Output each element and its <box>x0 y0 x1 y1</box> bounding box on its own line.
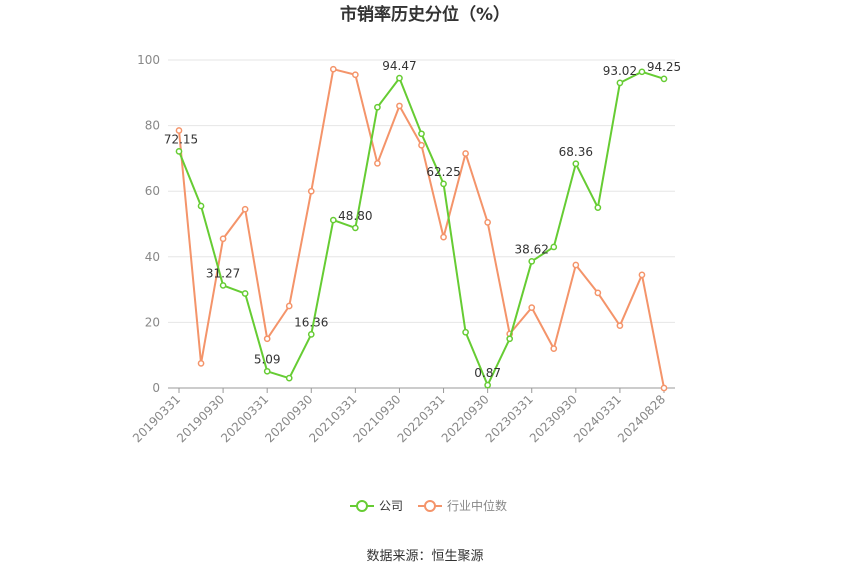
data-label: 5.09 <box>254 352 281 366</box>
data-point[interactable] <box>197 360 205 367</box>
data-point[interactable] <box>616 322 624 330</box>
data-label: 94.47 <box>382 59 416 73</box>
x-axis: 2019033120190930202003312020093020210331… <box>130 387 675 445</box>
data-point[interactable] <box>462 150 469 157</box>
data-point[interactable] <box>484 219 491 226</box>
series-layer <box>175 65 668 392</box>
data-point[interactable] <box>352 71 359 79</box>
data-point[interactable] <box>484 381 491 389</box>
series-line <box>178 70 665 387</box>
data-point[interactable] <box>594 289 602 297</box>
data-point[interactable] <box>506 335 514 343</box>
data-source: 数据来源：恒生聚源 <box>366 549 483 564</box>
data-label: 48.80 <box>338 209 372 223</box>
data-point[interactable] <box>241 290 249 297</box>
data-label: 94.25 <box>647 60 681 74</box>
data-point[interactable] <box>374 159 381 167</box>
data-point[interactable] <box>594 204 602 211</box>
data-label: 93.02 <box>603 64 637 78</box>
data-point[interactable] <box>572 261 580 269</box>
data-point[interactable] <box>219 235 227 243</box>
series-company <box>175 68 668 389</box>
grid-lines <box>168 59 675 323</box>
data-point[interactable] <box>550 243 558 251</box>
data-point[interactable] <box>285 374 293 382</box>
data-point[interactable] <box>329 216 337 224</box>
data-point[interactable] <box>660 384 668 392</box>
data-point[interactable] <box>285 302 293 310</box>
data-point[interactable] <box>241 205 249 213</box>
data-point[interactable] <box>528 257 536 265</box>
data-point[interactable] <box>396 74 403 82</box>
legend-item-company[interactable]: 公司 <box>350 499 403 513</box>
data-point[interactable] <box>572 160 580 168</box>
data-point[interactable] <box>440 233 447 241</box>
data-point[interactable] <box>550 345 558 352</box>
data-labels: 72.15 31.27 5.09 16.36 48.80 94.47 62.25 0.87 38… <box>164 59 681 380</box>
legend-marker-icon <box>356 500 368 512</box>
data-point[interactable] <box>175 147 183 155</box>
data-point[interactable] <box>638 68 646 76</box>
y-tick-label: 80 <box>145 119 160 133</box>
data-point[interactable] <box>219 282 227 289</box>
data-point[interactable] <box>528 304 536 311</box>
y-tick-label: 100 <box>137 53 160 67</box>
data-label: 68.36 <box>559 145 593 159</box>
data-label: 0.87 <box>474 366 501 380</box>
data-point[interactable] <box>418 130 425 138</box>
data-label: 72.15 <box>164 132 198 146</box>
y-tick-label: 20 <box>145 315 160 329</box>
data-label: 31.27 <box>206 266 240 280</box>
data-point[interactable] <box>352 224 359 232</box>
data-label: 16.36 <box>294 315 328 329</box>
data-point[interactable] <box>329 65 337 73</box>
data-point[interactable] <box>263 367 271 375</box>
data-point[interactable] <box>462 328 469 336</box>
y-tick-label: 40 <box>145 250 160 264</box>
data-point[interactable] <box>307 330 315 338</box>
data-point[interactable] <box>263 335 271 343</box>
legend[interactable]: 公司 行业中位数 <box>350 498 507 513</box>
y-axis: 0 20 40 60 80 100 <box>137 53 160 395</box>
legend-marker-icon <box>424 500 436 512</box>
legend-item-industry-median[interactable]: 行业中位数 <box>418 498 507 513</box>
legend-label: 公司 <box>379 499 403 513</box>
data-point[interactable] <box>660 75 668 83</box>
series-industry-median <box>175 65 668 392</box>
data-point[interactable] <box>197 202 205 210</box>
series-line <box>178 68 665 389</box>
y-tick-label: 60 <box>145 184 160 198</box>
data-point[interactable] <box>307 187 315 195</box>
x-tick-label: 20240828 <box>615 392 668 445</box>
data-point[interactable] <box>440 180 447 188</box>
data-point[interactable] <box>374 103 381 111</box>
chart-title: 市销率历史分位（%） <box>340 4 510 25</box>
data-point[interactable] <box>396 102 403 110</box>
legend-label: 行业中位数 <box>447 498 507 513</box>
data-point[interactable] <box>638 271 646 279</box>
data-label: 62.25 <box>426 165 460 179</box>
data-point[interactable] <box>616 79 624 87</box>
data-point[interactable] <box>175 127 183 134</box>
data-point[interactable] <box>418 141 425 149</box>
y-tick-label: 0 <box>152 381 160 395</box>
data-label: 38.62 <box>515 242 549 256</box>
